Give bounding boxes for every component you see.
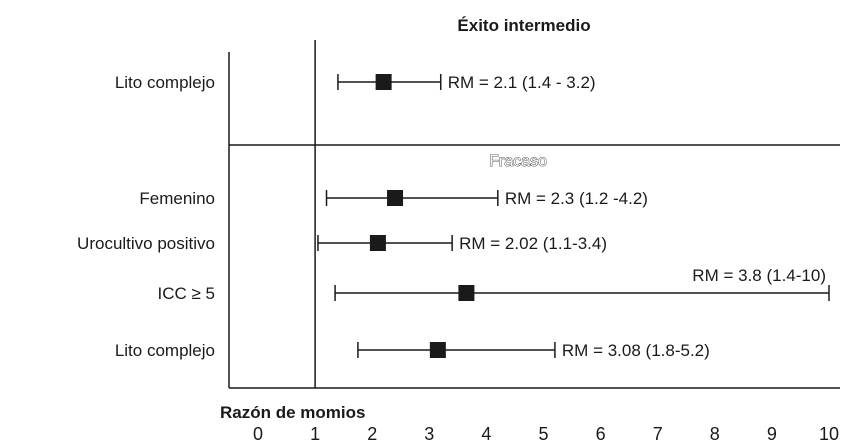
x-tick-label: 9 (767, 424, 777, 444)
row-annotation: RM = 2.02 (1.1-3.4) (459, 234, 607, 253)
odds-ratio-marker (429, 342, 446, 358)
forest-row: Urocultivo positivo RM = 2.02 (1.1-3.4) (77, 234, 607, 253)
x-tick-label: 10 (819, 424, 839, 444)
row-label: Femenino (139, 189, 215, 208)
section-title-exito: Éxito intermedio (457, 16, 590, 35)
x-tick-label: 8 (710, 424, 720, 444)
x-tick-label: 5 (538, 424, 548, 444)
x-tick-label: 2 (367, 424, 377, 444)
x-axis-ticks: 0 1 2 3 4 5 6 7 8 9 10 (253, 424, 839, 444)
forest-rows: Lito complejo RM = 2.1 (1.4 - 3.2) Femenin… (77, 73, 830, 360)
section-title-fracaso: Fracaso (489, 153, 547, 170)
x-tick-label: 0 (253, 424, 263, 444)
x-tick-label: 4 (481, 424, 491, 444)
row-annotation: RM = 2.3 (1.2 -4.2) (505, 189, 648, 208)
row-annotation: RM = 3.08 (1.8-5.2) (562, 341, 710, 360)
row-annotation: RM = 2.1 (1.4 - 3.2) (448, 73, 596, 92)
row-label: Lito complejo (115, 341, 215, 360)
x-axis-label: Razón de momios (220, 403, 365, 422)
odds-ratio-marker (387, 190, 404, 206)
forest-row: Lito complejo RM = 3.08 (1.8-5.2) (115, 341, 710, 360)
odds-ratio-marker (369, 235, 386, 251)
row-label: Urocultivo positivo (77, 234, 215, 253)
plot-frame (228, 40, 840, 389)
x-tick-label: 1 (310, 424, 320, 444)
forest-row: Lito complejo RM = 2.1 (1.4 - 3.2) (115, 73, 596, 92)
odds-ratio-marker (458, 285, 475, 301)
forest-row: Femenino RM = 2.3 (1.2 -4.2) (139, 189, 648, 208)
odds-ratio-marker (375, 74, 392, 90)
row-annotation: RM = 3.8 (1.4-10) (692, 266, 826, 285)
row-label: ICC ≥ 5 (157, 284, 215, 303)
row-label: Lito complejo (115, 73, 215, 92)
x-tick-label: 6 (596, 424, 606, 444)
x-tick-label: 3 (424, 424, 434, 444)
section-titles: Éxito intermedio Fracaso (457, 16, 590, 170)
x-tick-label: 7 (653, 424, 663, 444)
forest-row: ICC ≥ 5 RM = 3.8 (1.4-10) (157, 266, 830, 303)
